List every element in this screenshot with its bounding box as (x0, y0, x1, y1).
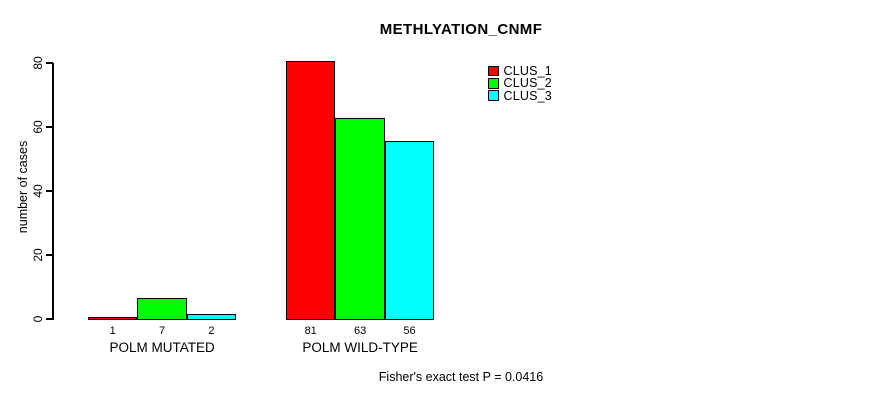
legend-item: CLUS_1 (488, 65, 552, 77)
bar-value-label: 1 (109, 324, 116, 337)
legend-item: CLUS_3 (488, 88, 552, 103)
bar-clus_2-1 (137, 297, 187, 320)
legend-swatch-clus_1 (488, 65, 499, 77)
legend-item: CLUS_2 (488, 76, 552, 91)
bar-value-label: 81 (304, 324, 317, 337)
legend-item-label: CLUS_3 (503, 88, 552, 103)
bar-clus_2-2 (335, 118, 385, 320)
bar-clus_3-1 (186, 313, 237, 320)
bar-clus_1-2 (286, 60, 336, 320)
legend-swatch-clus_2 (488, 78, 499, 89)
y-axis-tick-label: 80 (31, 56, 45, 70)
y-axis-line (52, 63, 54, 320)
y-axis-tick (45, 254, 53, 256)
y-axis-tick-label: 0 (31, 315, 45, 323)
stat-note: Fisher's exact test P = 0.0416 (378, 370, 544, 384)
y-axis-label: number of cases (16, 140, 30, 234)
category-label: POLM WILD-TYPE (302, 340, 418, 355)
bar-value-label: 56 (403, 324, 416, 337)
bar-value-label: 7 (159, 324, 166, 337)
y-axis-tick (45, 318, 53, 320)
y-axis-tick (45, 190, 53, 192)
legend: CLUS_1 CLUS_2 CLUS_3 (488, 65, 552, 102)
bar-clus_3-2 (384, 140, 435, 320)
bar-value-label: 63 (353, 324, 367, 337)
bar-value-label: 2 (208, 324, 215, 337)
legend-swatch-clus_3 (488, 90, 499, 101)
y-axis-tick-label: 40 (31, 184, 45, 198)
y-axis-tick (45, 126, 53, 128)
y-axis-tick (45, 62, 53, 64)
legend-item-label: CLUS_1 (503, 64, 552, 78)
category-label: POLM MUTATED (109, 340, 215, 355)
y-axis-tick-label: 60 (31, 120, 45, 134)
bar-clus_1-1 (88, 316, 138, 320)
chart-title: METHLYATION_CNMF (379, 21, 543, 38)
y-axis-tick-label: 20 (31, 248, 45, 262)
legend-item-label: CLUS_2 (503, 76, 552, 91)
